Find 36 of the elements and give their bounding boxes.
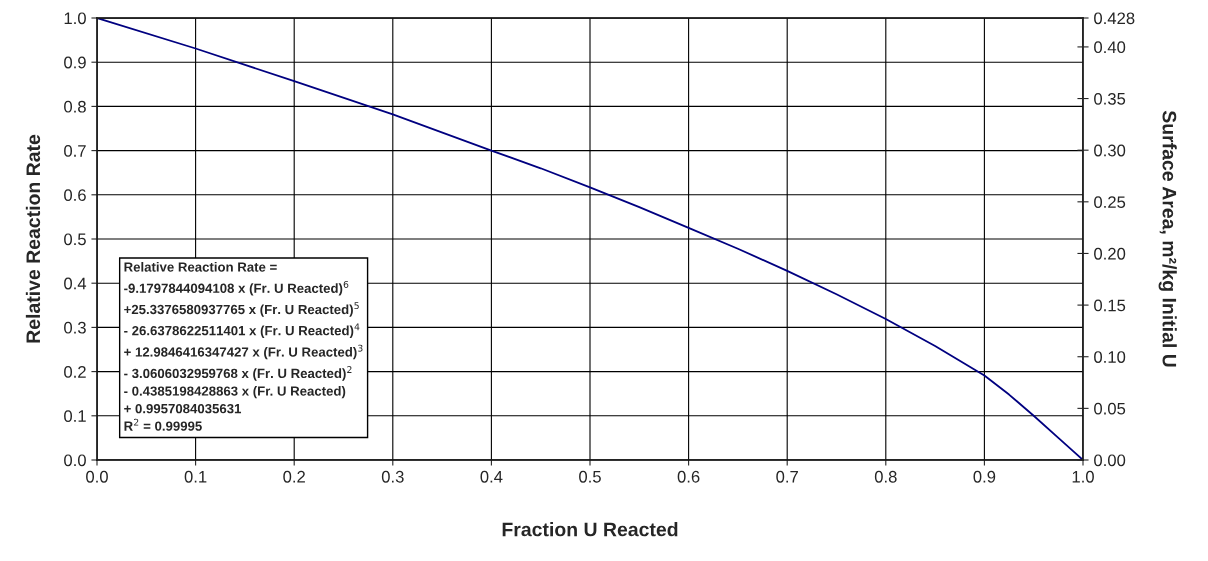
y-tick-label: 0.8	[64, 100, 86, 113]
x-tick-label: 0.5	[579, 470, 601, 483]
y2-tick-label: 0.05	[1094, 402, 1126, 415]
y-tick-label: 0.7	[64, 145, 86, 157]
text: Relative Reaction Rate = -9.1797844094108 x (Fr. U Reacted)$^{6}$ +25.3376580937765 x (Fr. U Reacted)$^{5}$ - 26.6378622511401 x (Fr. U Reacted)$^{4}$ + 12.9846416347427 x (Fr. U Reacted)$^{3}$ - 3.0606032959768 x (Fr. U Reacted)$^{2}$ - 0.4385198428863 x (Fr. U Reacted) + 0.9957084035631 R$^{2}$ = 0.99995	[124, 262, 363, 431]
y2-tick-label: 0.15	[1094, 299, 1126, 312]
y2-tick-label: 0.25	[1094, 196, 1126, 209]
y-tick-label: 1.0	[64, 12, 86, 25]
y-tick-label: 0.1	[64, 410, 86, 422]
y-tick-label: 0.5	[64, 233, 86, 246]
y2-tick-label: 0.35	[1094, 92, 1126, 105]
y2-tick-label: 0.30	[1094, 144, 1126, 157]
x-tick-label: 1.0	[1072, 470, 1094, 483]
y-axis-title: Relative Reaction Rate	[25, 134, 41, 343]
x-tick-label: 0.3	[381, 470, 404, 483]
x-tick-label: 0.4	[480, 470, 503, 483]
x-axis-title: Fraction U Reacted	[502, 522, 678, 537]
y-tick-label: 0.3	[64, 321, 86, 334]
y2-tick-label: 0.428	[1094, 12, 1135, 25]
x-tick-label: 0.9	[973, 470, 996, 483]
y2-tick-label: 0.20	[1094, 247, 1126, 260]
y-tick-label: 0.2	[64, 366, 86, 378]
x-tick-label: 0.0	[86, 470, 108, 483]
y2-tick-label: 0.00	[1094, 454, 1126, 467]
y-tick-label: 0.0	[64, 454, 86, 467]
x-tick-label: 0.8	[874, 470, 897, 483]
y-tick-label: 0.4	[64, 277, 87, 290]
x-tick-label: 0.1	[184, 470, 207, 483]
y-tick-label: 0.9	[64, 56, 86, 69]
x-tick-label: 0.2	[283, 470, 305, 483]
x-tick-label: 0.6	[677, 470, 700, 483]
x-tick-label: 0.7	[776, 470, 798, 483]
y-tick-label: 0.6	[64, 189, 86, 201]
y2-tick-label: 0.10	[1094, 351, 1126, 363]
y2-tick-label: 0.40	[1094, 41, 1126, 54]
y2-axis-title: Surface Area, m²/kg Initial U	[1158, 110, 1177, 367]
